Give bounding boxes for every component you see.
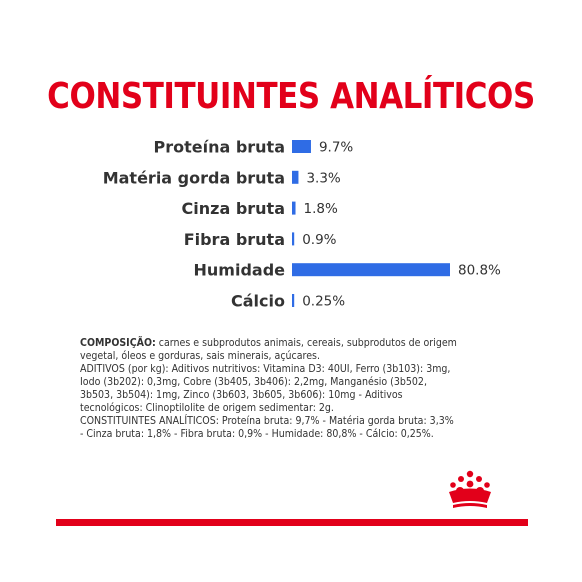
category-label: Cálcio: [231, 292, 285, 311]
value-label: 0.9%: [302, 232, 336, 248]
composition-paragraph: COMPOSIÇÃO: carnes e subprodutos animais…: [80, 336, 458, 362]
value-label: 80.8%: [458, 263, 501, 279]
category-label: Humidade: [194, 261, 286, 280]
bar: [292, 263, 450, 277]
composition-label: COMPOSIÇÃO:: [80, 336, 156, 349]
value-label: 9.7%: [319, 140, 353, 156]
additives-paragraph: ADITIVOS (por kg): Aditivos nutritivos: …: [80, 362, 451, 414]
bar: [292, 140, 311, 153]
composition-body: carnes e subprodutos animais, cereais, s…: [80, 336, 457, 362]
bar-chart: Proteína bruta 9.7% Matéria gorda bruta 3.3…: [103, 138, 501, 311]
value-label: 0.25%: [302, 294, 345, 310]
value-label: 1.8%: [304, 201, 338, 217]
category-label: Fibra bruta: [184, 230, 285, 249]
bottom-divider: [56, 519, 528, 526]
bar: [292, 201, 296, 215]
bar: [292, 294, 295, 307]
bar: [292, 232, 295, 246]
bar: [292, 170, 299, 184]
analytical-paragraph: CONSTITUINTES ANALÍTICOS: Proteína bruta…: [80, 414, 454, 440]
value-label: 3.3%: [306, 170, 340, 186]
category-label: Matéria gorda bruta: [103, 168, 285, 187]
composition-text: COMPOSIÇÃO: carnes e subprodutos animais…: [80, 336, 458, 440]
page-title: CONSTITUINTES ANALÍTICOS: [47, 76, 535, 117]
category-label: Cinza bruta: [182, 199, 285, 218]
crown-icon: [449, 470, 491, 508]
category-label: Proteína bruta: [153, 138, 285, 157]
